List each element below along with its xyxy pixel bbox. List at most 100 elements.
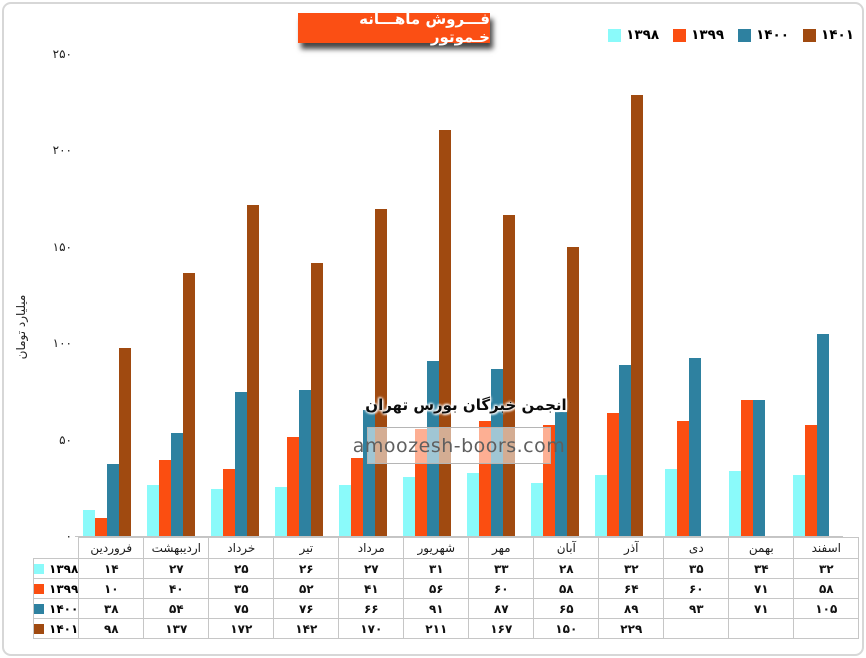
month-header-cell: اردیبهشت bbox=[143, 537, 210, 559]
bar-۱۴۰۱-شهریور bbox=[439, 130, 451, 537]
table-value-cell: ۳۵ bbox=[663, 558, 730, 579]
bar-۱۳۹۸-آذر bbox=[595, 475, 607, 537]
bar-۱۳۹۸-بهمن bbox=[729, 471, 741, 537]
table-value-cell: ۲۲۹ bbox=[598, 618, 665, 639]
month-header-cell: آبان bbox=[533, 537, 600, 559]
year-row-label: ۱۴۰۰ bbox=[32, 598, 80, 619]
table-value-cell: ۵۸ bbox=[793, 578, 860, 599]
bar-۱۴۰۰-خرداد bbox=[235, 392, 247, 537]
bar-۱۴۰۰-آبان bbox=[555, 412, 567, 537]
table-value-cell bbox=[793, 618, 860, 639]
table-value-cell: ۴۱ bbox=[338, 578, 405, 599]
table-value-cell: ۷۱ bbox=[728, 598, 795, 619]
bar-group-month-12 bbox=[779, 40, 843, 537]
bar-۱۴۰۱-تیر bbox=[311, 263, 323, 537]
table-value-cell: ۳۳ bbox=[468, 558, 535, 579]
bar-group-month-9 bbox=[587, 40, 651, 537]
table-value-cell: ۲۷ bbox=[143, 558, 210, 579]
legend-item-1398: ۱۳۹۸ bbox=[608, 27, 659, 43]
table-value-cell: ۶۴ bbox=[598, 578, 665, 599]
legend-label: ۱۴۰۱ bbox=[821, 27, 854, 43]
table-row-۱۳۹۹: ۱۳۹۹ ۱۰ ۴۰ ۳۵ ۵۲ ۴۱ ۵۶ ۶۰ ۵۸ ۶۴ ۶۰ ۷۱ ۵۸ bbox=[32, 578, 860, 599]
table-value-cell: ۳۲ bbox=[793, 558, 860, 579]
watermark-text: انجمن خبرگان بورس تهران bbox=[365, 396, 567, 414]
table-value-cell: ۳۴ bbox=[728, 558, 795, 579]
bar-۱۳۹۸-خرداد bbox=[211, 489, 223, 537]
bar-group-month-11 bbox=[715, 40, 779, 537]
table-value-cell: ۲۱۱ bbox=[403, 618, 470, 639]
bar-۱۳۹۹-خرداد bbox=[223, 469, 235, 537]
table-value-cell: ۳۱ bbox=[403, 558, 470, 579]
bar-group-month-2 bbox=[139, 40, 203, 537]
table-value-cell: ۱۵۰ bbox=[533, 618, 600, 639]
year-row-label: ۱۳۹۹ bbox=[32, 578, 80, 599]
y-axis-tick-label: ۱۰۰ bbox=[52, 336, 72, 350]
table-value-cell: ۶۰ bbox=[663, 578, 730, 599]
bar-group-month-8 bbox=[523, 40, 587, 537]
watermark-box: amoozesh-boors.com bbox=[353, 427, 565, 464]
table-value-cell: ۷۶ bbox=[273, 598, 340, 619]
series-swatch-icon bbox=[34, 603, 44, 614]
table-value-cell: ۱۰ bbox=[78, 578, 145, 599]
bar-۱۴۰۰-اسفند bbox=[817, 334, 829, 537]
series-year-label: ۱۴۰۰ bbox=[49, 601, 79, 616]
table-value-cell: ۵۶ bbox=[403, 578, 470, 599]
legend-swatch-icon bbox=[608, 28, 622, 42]
table-value-cell: ۱۴ bbox=[78, 558, 145, 579]
bar-۱۳۹۸-دی bbox=[665, 469, 677, 537]
y-axis-tick-label: ۵۰ bbox=[59, 432, 72, 447]
table-value-cell: ۷۵ bbox=[208, 598, 275, 619]
table-value-cell bbox=[728, 618, 795, 639]
watermark-site: amoozesh-boors.com bbox=[352, 434, 566, 457]
legend-item-1401: ۱۴۰۱ bbox=[803, 27, 854, 43]
bar-۱۴۰۱-مهر bbox=[503, 215, 515, 537]
bar-group-month-10 bbox=[651, 40, 715, 537]
bar-۱۴۰۱-آبان bbox=[567, 247, 579, 537]
table-value-cell: ۳۵ bbox=[208, 578, 275, 599]
y-axis-tick-label: ۲۰۰ bbox=[52, 143, 72, 157]
month-header-cell: بهمن bbox=[728, 537, 795, 559]
bar-۱۴۰۱-فروردین bbox=[119, 348, 131, 537]
series-year-label: ۱۳۹۹ bbox=[49, 581, 79, 596]
table-value-cell: ۲۵ bbox=[208, 558, 275, 579]
month-header-cell: آذر bbox=[598, 537, 665, 559]
table-value-cell bbox=[663, 618, 730, 639]
table-value-cell: ۱۷۲ bbox=[208, 618, 275, 639]
table-value-cell: ۳۲ bbox=[598, 558, 665, 579]
y-axis-tick-label: ۲۵۰ bbox=[52, 46, 72, 61]
x-axis-line bbox=[75, 536, 843, 537]
table-value-cell: ۵۸ bbox=[533, 578, 600, 599]
bar-۱۴۰۰-دی bbox=[689, 358, 701, 537]
bar-۱۴۰۰-اردیبهشت bbox=[171, 433, 183, 537]
legend-label: ۱۳۹۹ bbox=[691, 27, 725, 43]
bar-۱۳۹۹-اسفند bbox=[805, 425, 817, 537]
table-value-cell: ۹۱ bbox=[403, 598, 470, 619]
series-swatch-icon bbox=[34, 583, 44, 594]
bar-group-month-4 bbox=[267, 40, 331, 537]
y-axis-tick-label: ۱۵۰ bbox=[52, 239, 72, 254]
table-value-cell: ۹۳ bbox=[663, 598, 730, 619]
chart-title: فـــروش ماهـــانه خـموتور bbox=[298, 10, 490, 46]
bar-group-month-1 bbox=[75, 40, 139, 537]
bar-۱۳۹۹-مرداد bbox=[351, 458, 363, 537]
table-corner-cell bbox=[34, 538, 79, 559]
year-row-label: ۱۳۹۸ bbox=[32, 558, 80, 579]
table-value-cell: ۳۸ bbox=[78, 598, 145, 619]
bar-۱۴۰۰-تیر bbox=[299, 390, 311, 537]
data-table: فروردین اردیبهشت خرداد تیر مرداد شهریور مهر آبا… bbox=[32, 537, 860, 639]
month-header-cell: اسفند bbox=[793, 537, 860, 559]
bar-۱۳۹۹-بهمن bbox=[741, 400, 753, 537]
table-value-cell: ۷۱ bbox=[728, 578, 795, 599]
bar-۱۳۹۸-تیر bbox=[275, 487, 287, 537]
bar-۱۳۹۸-مرداد bbox=[339, 485, 351, 537]
legend-swatch-icon bbox=[673, 28, 687, 42]
month-header-cell: مهر bbox=[468, 537, 535, 559]
table-value-cell: ۵۴ bbox=[143, 598, 210, 619]
bar-۱۳۹۸-اردیبهشت bbox=[147, 485, 159, 537]
table-value-cell: ۸۷ bbox=[468, 598, 535, 619]
y-axis-tick-label: ۰ bbox=[65, 529, 72, 543]
month-header-cell: تیر bbox=[273, 537, 340, 559]
bar-group-month-3 bbox=[203, 40, 267, 537]
series-swatch-icon bbox=[34, 563, 44, 574]
